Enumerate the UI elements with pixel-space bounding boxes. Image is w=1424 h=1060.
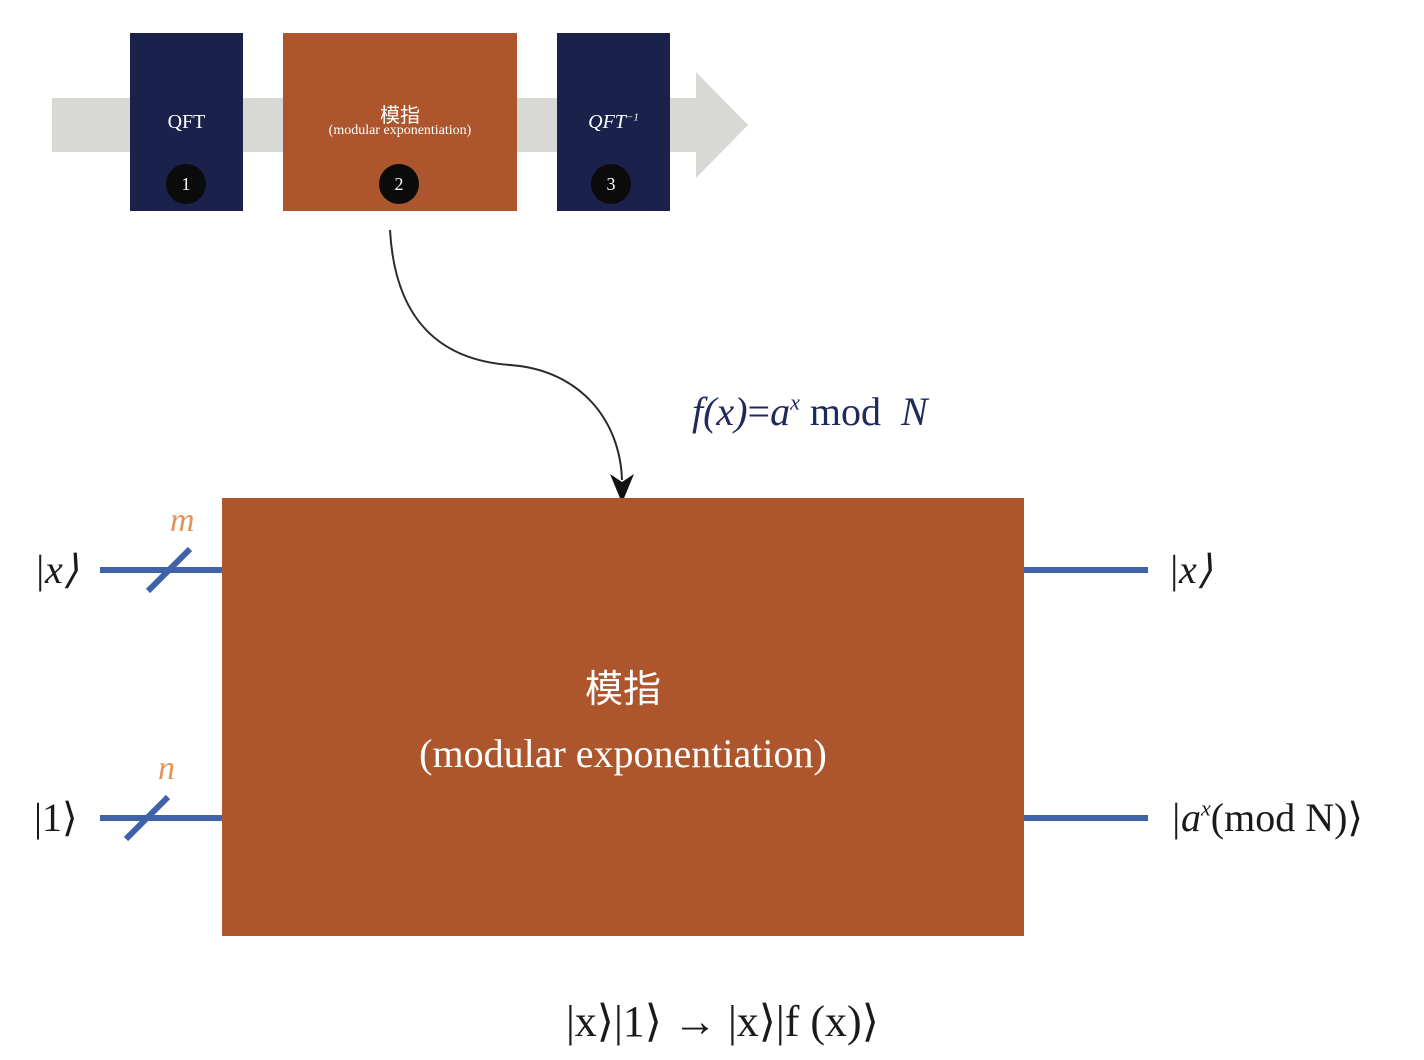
main-block-subtitle: (modular exponentiation) <box>419 731 827 776</box>
output-ket-prefix: |a <box>1170 795 1201 840</box>
block-label-inverse-qft: QFT−1 <box>557 111 670 134</box>
pipeline-block-inverse-qft: QFT−1 3 <box>557 33 670 211</box>
step-badge-2: 2 <box>379 164 419 204</box>
formula-exponent: x <box>790 389 800 415</box>
register-label-n: n <box>158 750 175 787</box>
step-badge-1: 1 <box>166 164 206 204</box>
formula-mod: mod <box>809 389 881 434</box>
output-ket-x: |x⟩ <box>1168 547 1213 592</box>
formula-modulus: N <box>900 389 928 434</box>
input-ket-1: |1⟩ <box>34 795 78 840</box>
inverse-qft-text: QFT <box>588 111 626 133</box>
input-ket-x: |x⟩ <box>34 547 79 592</box>
block-subtitle-modexp: (modular exponentiation) <box>328 123 472 138</box>
expand-connector-curve <box>389 229 623 481</box>
state-transform: |x⟩|1⟩ → |x⟩|f (x)⟩ <box>566 997 879 1046</box>
main-block-title: 模指 <box>584 667 661 711</box>
formula-equals: = <box>747 389 771 434</box>
formula-lhs: f(x) <box>692 389 748 434</box>
modexp-main-block: 模指 (modular exponentiation) <box>222 498 1024 936</box>
output-ket-suffix: (mod N)⟩ <box>1210 795 1364 840</box>
formula-base: a <box>770 389 791 434</box>
expand-connector-arrowhead <box>610 474 634 503</box>
register-slash-top <box>145 546 193 594</box>
pipeline-block-modexp: 模指 (modular exponentiation) 2 <box>283 33 517 211</box>
pipeline-block-qft: QFT 1 <box>130 33 243 211</box>
register-label-m: m <box>170 502 195 539</box>
step-badge-3: 3 <box>591 164 631 204</box>
inverse-qft-exponent: −1 <box>625 111 639 124</box>
block-title-modexp: 模指 <box>380 103 420 127</box>
output-ket-ax-mod-n: |ax(mod N)⟩ <box>1170 794 1363 841</box>
function-formula: f(x)=ax mod N <box>692 388 928 435</box>
register-slash-bottom <box>123 794 171 842</box>
block-label-qft: QFT <box>167 111 206 133</box>
output-ket-exponent: x <box>1201 795 1211 821</box>
